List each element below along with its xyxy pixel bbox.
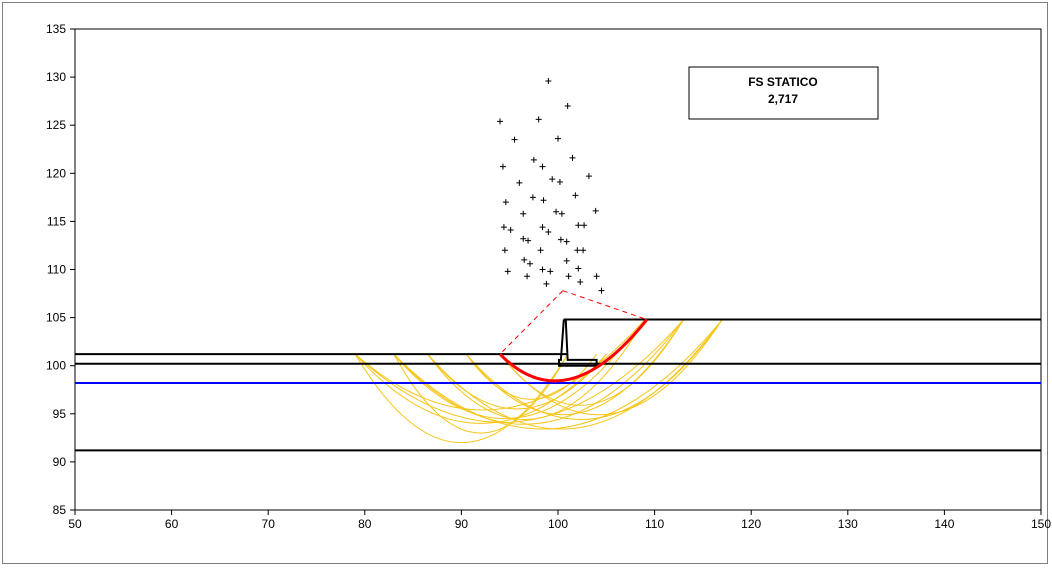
y-tick-label: 95 bbox=[53, 407, 67, 421]
x-tick-label: 110 bbox=[645, 517, 664, 531]
trial-center-marker bbox=[556, 178, 563, 185]
trial-center-marker bbox=[520, 235, 527, 242]
trial-surface bbox=[354, 353, 607, 424]
x-tick-label: 90 bbox=[455, 517, 469, 531]
trial-center-marker bbox=[557, 236, 564, 243]
trial-center-marker bbox=[555, 135, 561, 142]
x-tick-label: 120 bbox=[741, 517, 761, 531]
x-tick-label: 140 bbox=[934, 517, 954, 531]
fs-value: 2,717 bbox=[768, 92, 798, 106]
critical-radius-right bbox=[562, 290, 648, 320]
trial-center-marker bbox=[598, 287, 605, 294]
trial-surface bbox=[465, 353, 598, 400]
trial-center-marker bbox=[511, 136, 518, 143]
trial-center-marker bbox=[529, 194, 536, 201]
trial-center-marker bbox=[545, 228, 552, 235]
trial-center-marker bbox=[577, 279, 584, 286]
x-tick-label: 80 bbox=[358, 517, 372, 531]
trial-center-marker bbox=[563, 257, 570, 264]
trial-surfaces bbox=[354, 319, 723, 443]
y-tick-label: 130 bbox=[46, 70, 66, 84]
trial-center-marker bbox=[545, 77, 552, 84]
fs-label: FS STATICO bbox=[748, 75, 818, 89]
trial-surface bbox=[427, 319, 646, 420]
trial-center-marker bbox=[543, 280, 550, 287]
x-tick-label: 150 bbox=[1031, 517, 1051, 531]
trial-center-marker bbox=[558, 210, 565, 217]
trial-center-marker bbox=[564, 102, 571, 109]
trial-center-marker bbox=[553, 208, 560, 215]
trial-surface bbox=[427, 319, 723, 430]
trial-center-marker bbox=[526, 260, 533, 267]
y-tick-label: 115 bbox=[47, 214, 66, 228]
trial-surface bbox=[499, 319, 685, 406]
trial-center-marker bbox=[575, 265, 582, 272]
x-tick-label: 130 bbox=[838, 517, 858, 531]
trial-surface bbox=[427, 353, 607, 410]
trial-center-marker bbox=[547, 268, 554, 275]
trial-center-marker bbox=[524, 273, 531, 280]
y-tick-label: 125 bbox=[46, 118, 66, 132]
trial-center-marker bbox=[502, 199, 509, 206]
trial-center-marker bbox=[574, 247, 581, 254]
soil-layers bbox=[75, 318, 1041, 452]
trial-center-marker bbox=[572, 192, 579, 199]
y-tick-label: 85 bbox=[53, 503, 67, 517]
trial-center-marker bbox=[507, 227, 514, 234]
y-tick-label: 105 bbox=[46, 311, 66, 325]
trial-center-marker bbox=[500, 224, 507, 231]
critical-surface-group bbox=[498, 290, 649, 383]
critical-surface bbox=[498, 318, 649, 383]
x-tick-label: 60 bbox=[165, 517, 179, 531]
trial-center-marker bbox=[497, 118, 504, 125]
trial-center-marker bbox=[569, 154, 576, 161]
y-tick-label: 90 bbox=[53, 455, 67, 469]
trial-center-marker bbox=[501, 247, 508, 254]
plot-area bbox=[74, 28, 1042, 511]
trial-center-marker bbox=[580, 247, 587, 254]
x-tick-label: 100 bbox=[548, 517, 568, 531]
trial-center-marker bbox=[521, 256, 528, 263]
trial-surface bbox=[393, 319, 723, 430]
critical-radius-left bbox=[499, 290, 564, 355]
trial-surface bbox=[393, 353, 569, 434]
trial-center-marker bbox=[535, 116, 542, 123]
trial-center-marker bbox=[504, 268, 511, 275]
trial-center-marker bbox=[565, 273, 572, 280]
y-tick-label: 100 bbox=[46, 359, 66, 373]
trial-center-marker bbox=[585, 173, 592, 180]
trial-center-marker bbox=[581, 222, 588, 229]
trial-centers bbox=[497, 77, 605, 294]
trial-center-marker bbox=[537, 247, 544, 254]
trial-center-marker bbox=[549, 176, 556, 183]
fs-box-frame bbox=[688, 66, 879, 120]
trial-center-marker bbox=[592, 207, 599, 214]
trial-center-marker bbox=[499, 163, 506, 170]
trial-center-marker bbox=[540, 197, 547, 204]
trial-center-marker bbox=[530, 156, 537, 163]
trial-center-marker bbox=[539, 224, 546, 231]
trial-center-marker bbox=[575, 222, 582, 229]
y-tick-label: 135 bbox=[46, 22, 66, 36]
trial-center-marker bbox=[525, 237, 532, 244]
trial-surface bbox=[465, 319, 723, 421]
trial-center-marker bbox=[516, 179, 523, 186]
trial-surface bbox=[354, 353, 569, 443]
fs-box: FS STATICO 2,717 bbox=[688, 66, 879, 120]
y-tick-label: 120 bbox=[46, 166, 66, 180]
x-tick-label: 70 bbox=[262, 517, 276, 531]
axes: 50 60 70 80 90 100 110 120 130 140 150 85 90 95 100 105… bbox=[46, 22, 1051, 531]
trial-center-marker bbox=[539, 163, 546, 170]
x-tick-label: 50 bbox=[68, 517, 82, 531]
trial-center-marker bbox=[563, 238, 570, 245]
trial-surface bbox=[465, 319, 685, 416]
y-tick-label: 110 bbox=[47, 263, 66, 277]
trial-center-marker bbox=[539, 266, 546, 273]
trial-center-marker bbox=[520, 210, 527, 217]
trial-center-marker bbox=[593, 273, 600, 280]
